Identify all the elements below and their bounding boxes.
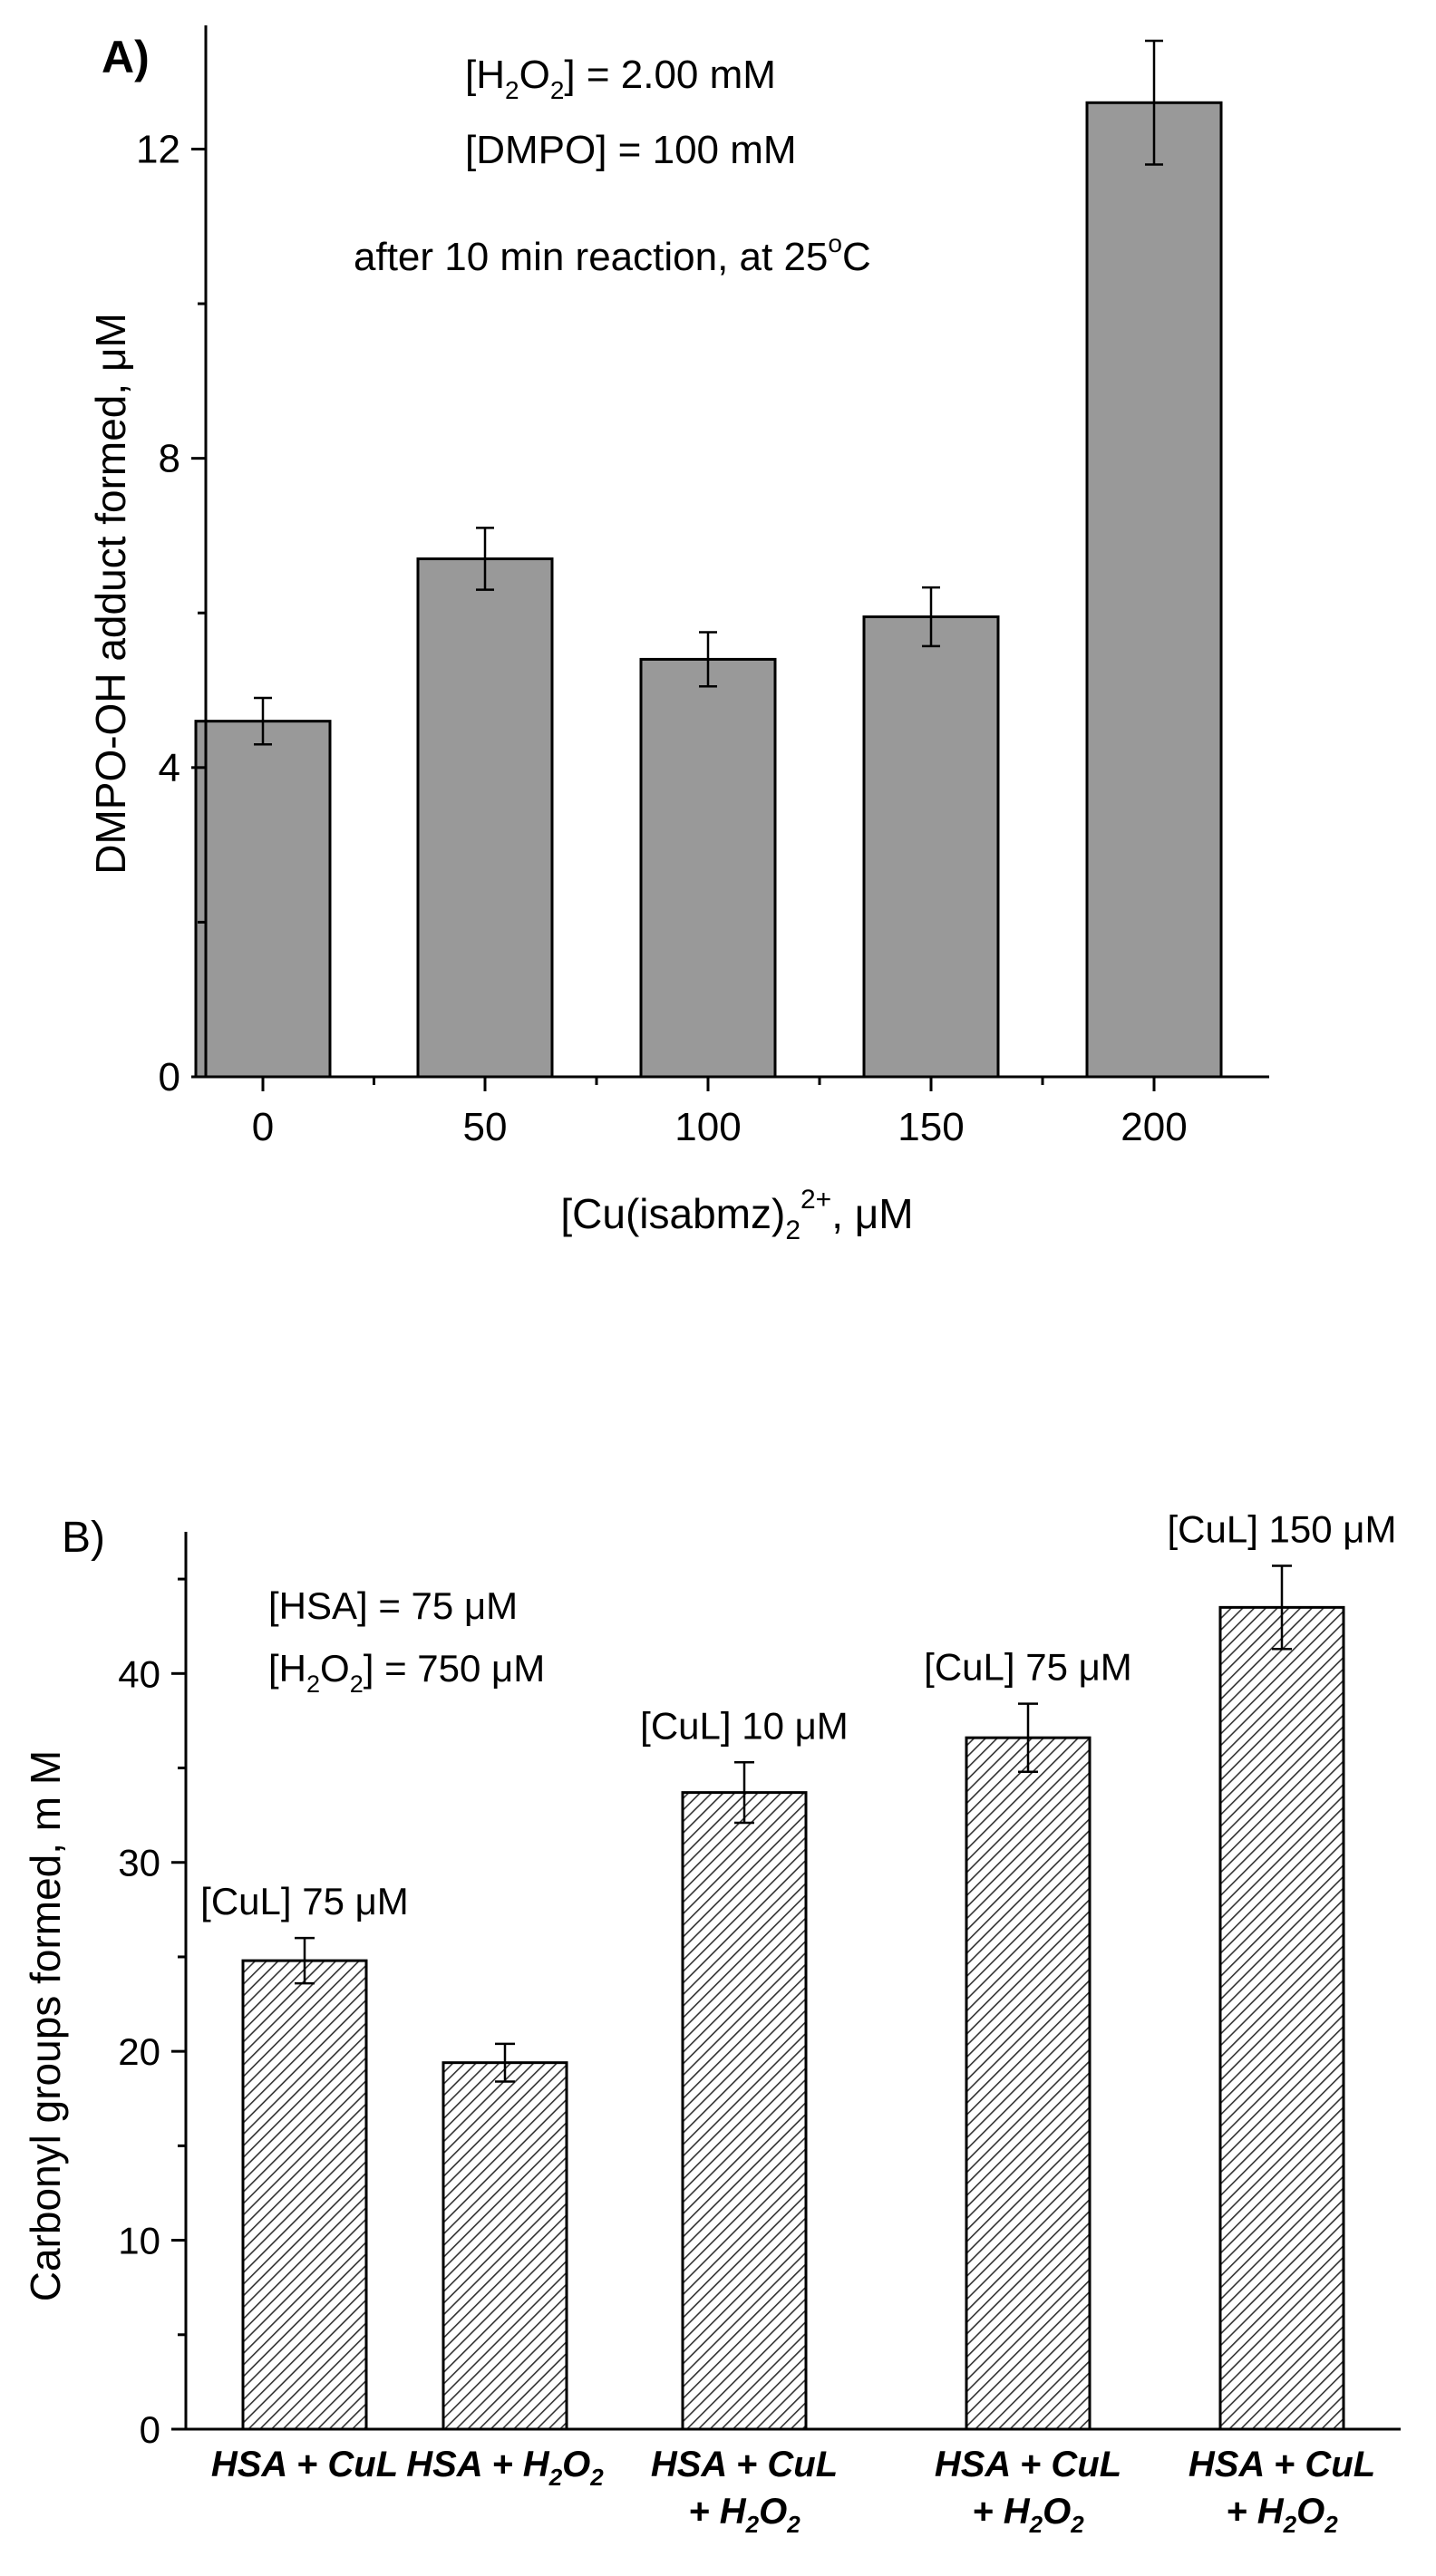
panel-a-x-tick-label: 150 bbox=[898, 1105, 964, 1149]
panel-b-bar-5 bbox=[1218, 1605, 1345, 2431]
panel-a-dmpo-annotation: [DMPO] = 100 mM bbox=[465, 128, 797, 172]
panel-b-category-label: HSA + CuL bbox=[1189, 2445, 1375, 2484]
panel-a-error-bar-100 bbox=[699, 631, 717, 688]
panel-b: B) [CuL] 75 μM[CuL] 10 μM[CuL] 75 μM[CuL… bbox=[22, 1508, 1401, 2538]
panel-a-y-axis-label: DMPO-OH adduct formed, μM bbox=[87, 313, 134, 875]
panel-a-h2o2-annotation: [H2O2] = 2.00 mM bbox=[465, 53, 776, 104]
panel-a-x-ticks: 0 50 100 150 200 bbox=[252, 1077, 1188, 1149]
panel-b-error-bar-2 bbox=[495, 2042, 515, 2083]
panel-b-category-label-line2: + H2O2 bbox=[972, 2492, 1084, 2538]
panel-b-y-tick-label: 10 bbox=[118, 2220, 160, 2262]
panel-a-y-ticks: 0 4 8 12 bbox=[136, 127, 206, 1099]
panel-a-error-bar-0 bbox=[254, 696, 272, 746]
panel-a-y-tick-label: 0 bbox=[159, 1055, 180, 1099]
panel-a-bar-0 bbox=[194, 720, 332, 1079]
panel-b-bar-labels: [CuL] 75 μM [CuL] 10 μM [CuL] 75 μM [CuL] 1… bbox=[200, 1508, 1396, 1923]
panel-b-category-label-line2: + H2O2 bbox=[1226, 2492, 1338, 2538]
panel-a-x-axis-label: [Cu(isabmz)22+, μM bbox=[560, 1185, 913, 1245]
panel-a-y-tick-label: 12 bbox=[136, 127, 180, 171]
panel-a-error-bar-50 bbox=[476, 527, 494, 591]
panel-b-y-tick-label: 20 bbox=[118, 2030, 160, 2073]
panel-b-category-label-line2: + H2O2 bbox=[688, 2492, 800, 2538]
panel-b-y-ticks: 0 10 20 30 40 bbox=[118, 1577, 186, 2451]
panel-b-error-bar-5 bbox=[1272, 1564, 1292, 1651]
panel-b-y-tick-label: 30 bbox=[118, 1842, 160, 1884]
panel-b-error-bars bbox=[295, 1564, 1292, 2083]
panel-b-bar-label: [CuL] 75 μM bbox=[924, 1646, 1132, 1689]
panel-a-bar-50 bbox=[416, 557, 554, 1079]
panel-a-error-bar-150 bbox=[922, 586, 940, 648]
panel-a-x-tick-label: 50 bbox=[463, 1105, 508, 1149]
panel-b-category-label: HSA + CuL bbox=[651, 2445, 838, 2484]
panel-b-bar-4 bbox=[965, 1736, 1092, 2431]
panel-b-bar-1 bbox=[241, 1959, 368, 2431]
panel-a-error-bar-200 bbox=[1145, 39, 1163, 166]
panel-b-bar-2 bbox=[441, 2061, 568, 2431]
panel-b-category-label: HSA + H2O2 bbox=[406, 2445, 604, 2491]
panel-a-conditions-annotation: after 10 min reaction, at 25oC bbox=[354, 229, 871, 279]
panel-a-label: A) bbox=[102, 32, 150, 82]
panel-a-y-tick-label: 8 bbox=[159, 437, 180, 481]
panel-b-hsa-annotation: [HSA] = 75 μM bbox=[268, 1584, 518, 1627]
panel-b-bar-label: [CuL] 150 μM bbox=[1168, 1508, 1397, 1551]
panel-a-error-bars bbox=[254, 39, 1163, 746]
panel-a-x-tick-label: 100 bbox=[674, 1105, 741, 1149]
panel-b-bar-label: [CuL] 10 μM bbox=[640, 1704, 849, 1747]
panel-b-y-tick-label: 40 bbox=[118, 1652, 160, 1695]
panel-b-bar-label: [CuL] 75 μM bbox=[200, 1880, 409, 1922]
panel-b-h2o2-annotation: [H2O2] = 750 μM bbox=[268, 1647, 545, 1698]
panel-a-x-tick-label: 200 bbox=[1121, 1105, 1187, 1149]
panel-b-category-label: HSA + CuL bbox=[211, 2445, 398, 2484]
panel-b-error-bar-3 bbox=[734, 1761, 754, 1825]
panel-a-y-tick-label: 4 bbox=[159, 746, 180, 790]
panel-a-bar-200 bbox=[1085, 101, 1223, 1079]
panel-b-y-axis-label: Carbonyl groups formed, m M bbox=[22, 1750, 69, 2301]
panel-b-category-label: HSA + CuL bbox=[935, 2445, 1121, 2484]
panel-b-label: B) bbox=[62, 1514, 105, 1562]
panel-b-y-tick-label: 0 bbox=[140, 2408, 160, 2451]
panel-a: A) 0 4 8 12 0 50 100 150 200 DMPO-OH adduct for… bbox=[87, 25, 1269, 1245]
panel-b-error-bar-1 bbox=[295, 1936, 315, 1985]
panel-b-error-bar-4 bbox=[1018, 1702, 1038, 1773]
panel-a-bar-100 bbox=[639, 657, 777, 1079]
panel-b-bar-3 bbox=[681, 1791, 808, 2431]
panel-a-x-tick-label: 0 bbox=[252, 1105, 274, 1149]
panel-a-bar-150 bbox=[862, 615, 1000, 1079]
